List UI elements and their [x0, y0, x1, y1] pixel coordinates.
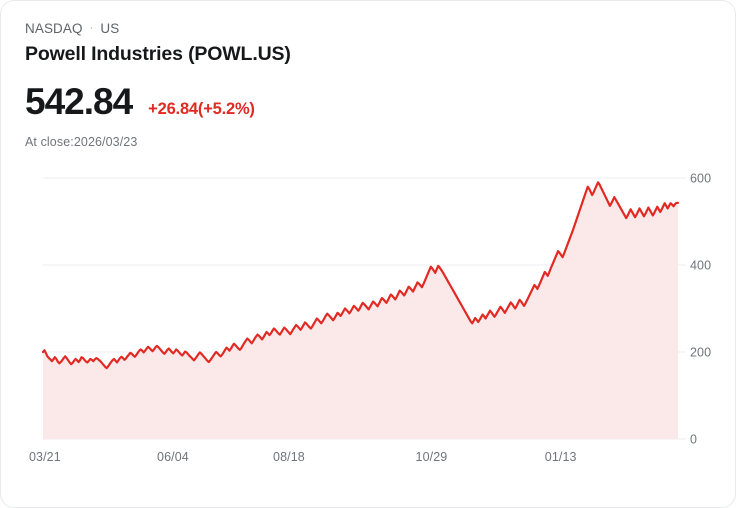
exchange-row: NASDAQ · US — [25, 21, 711, 37]
last-price: 542.84 — [25, 81, 133, 122]
x-axis-label: 03/21 — [29, 450, 61, 464]
separator-dot-icon: · — [89, 21, 94, 34]
exchange-name: NASDAQ — [25, 21, 83, 36]
x-axis-label: 08/18 — [273, 450, 305, 464]
y-axis-labels: 0 200 400 600 — [678, 172, 711, 447]
x-axis-label: 01/13 — [545, 450, 577, 464]
price-chart[interactable]: 0 200 400 600 03/21 06/04 08/18 10/29 01/13 — [1, 161, 736, 481]
y-axis-label: 600 — [690, 172, 711, 186]
y-axis-label: 400 — [690, 259, 711, 273]
price-area — [43, 182, 678, 439]
region-label: US — [100, 21, 120, 36]
price-change: +26.84(+5.2%) — [148, 100, 255, 118]
y-axis-label: 200 — [690, 346, 711, 360]
price-row: 542.84 +26.84(+5.2%) — [25, 81, 711, 123]
market-status-note: At close:2026/03/23 — [25, 135, 138, 149]
x-axis-labels: 03/21 06/04 08/18 10/29 01/13 — [29, 450, 577, 464]
y-axis-label: 0 — [690, 433, 697, 447]
page-title: Powell Industries (POWL.US) — [25, 43, 291, 65]
x-axis-label: 10/29 — [416, 450, 448, 464]
price-line — [41, 181, 680, 370]
price-chart-svg[interactable]: 0 200 400 600 03/21 06/04 08/18 10/29 01/13 — [1, 161, 736, 481]
quote-header: NASDAQ · US Powell Industries (POWL.US) … — [1, 1, 735, 150]
x-axis-label: 06/04 — [157, 450, 189, 464]
